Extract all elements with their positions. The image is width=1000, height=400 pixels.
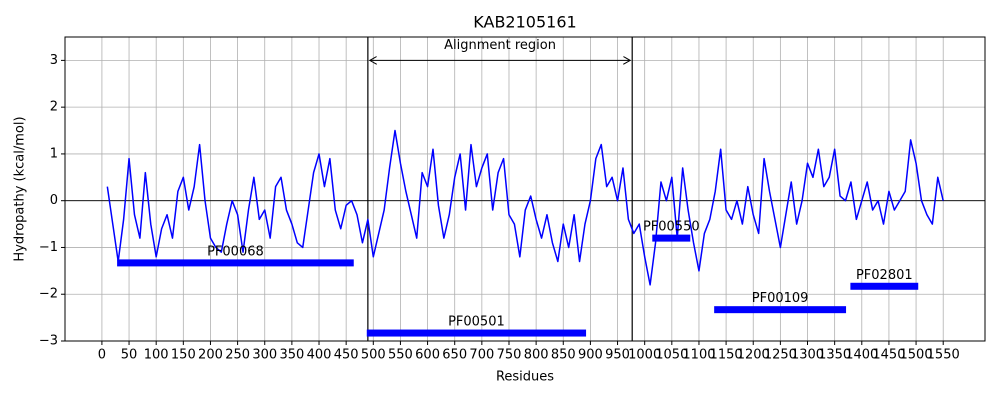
- chart-title: KAB2105161: [473, 13, 576, 32]
- x-tick-label: 0: [98, 348, 106, 363]
- x-tick-label: 50: [121, 348, 138, 363]
- x-tick-label: 850: [551, 348, 576, 363]
- x-tick-label: 800: [524, 348, 549, 363]
- x-tick-label: 1300: [791, 348, 824, 363]
- x-tick-label: 300: [252, 348, 277, 363]
- x-tick-label: 1500: [900, 348, 933, 363]
- x-tick-label: 1450: [872, 348, 905, 363]
- x-tick-label: 1100: [682, 348, 715, 363]
- x-tick-label: 1150: [710, 348, 743, 363]
- y-tick-label: −2: [39, 287, 58, 302]
- domain-label: PF00550: [643, 220, 700, 235]
- x-tick-label: 1250: [764, 348, 797, 363]
- domain-bar: [714, 306, 847, 314]
- y-tick-label: −1: [39, 240, 58, 255]
- x-tick-label: 1050: [655, 348, 688, 363]
- y-tick-label: 3: [50, 53, 58, 68]
- x-tick-label: 1200: [737, 348, 770, 363]
- x-axis-label: Residues: [496, 370, 554, 385]
- domain-label: PF00068: [207, 244, 264, 259]
- x-tick-label: 400: [307, 348, 332, 363]
- domain-label: PF00109: [752, 291, 809, 306]
- x-tick-label: 700: [469, 348, 494, 363]
- x-tick-label: 500: [361, 348, 386, 363]
- y-tick-label: −3: [39, 334, 58, 349]
- hydropathy-line: [106, 129, 944, 286]
- x-tick-label: 350: [279, 348, 304, 363]
- x-tick-label: 950: [605, 348, 630, 363]
- annotation-text: Alignment region: [444, 38, 556, 53]
- x-tick-label: 650: [442, 348, 467, 363]
- x-tick-label: 1400: [845, 348, 878, 363]
- x-tick-label: 900: [578, 348, 603, 363]
- x-tick-label: 250: [225, 348, 250, 363]
- x-tick-label: 200: [198, 348, 223, 363]
- x-tick-label: 1550: [927, 348, 960, 363]
- domain-label: PF00501: [448, 315, 505, 330]
- y-tick-label: 2: [50, 100, 58, 115]
- domain-bar: [850, 282, 919, 290]
- x-tick-label: 450: [334, 348, 359, 363]
- x-tick-label: 100: [144, 348, 169, 363]
- domain-label: PF02801: [856, 268, 913, 283]
- x-tick-label: 750: [497, 348, 522, 363]
- domain-bar: [117, 259, 354, 267]
- x-tick-label: 550: [388, 348, 413, 363]
- x-tick-label: 1000: [628, 348, 661, 363]
- y-tick-label: 0: [50, 193, 58, 208]
- y-axis-label: Hydropathy (kcal/mol): [13, 116, 28, 261]
- domain-bar: [652, 234, 691, 242]
- x-tick-label: 600: [415, 348, 440, 363]
- domain-bar: [366, 329, 587, 337]
- plot-frame: [64, 36, 986, 342]
- x-tick-label: 150: [171, 348, 196, 363]
- x-tick-label: 1350: [818, 348, 851, 363]
- y-tick-label: 1: [50, 146, 58, 161]
